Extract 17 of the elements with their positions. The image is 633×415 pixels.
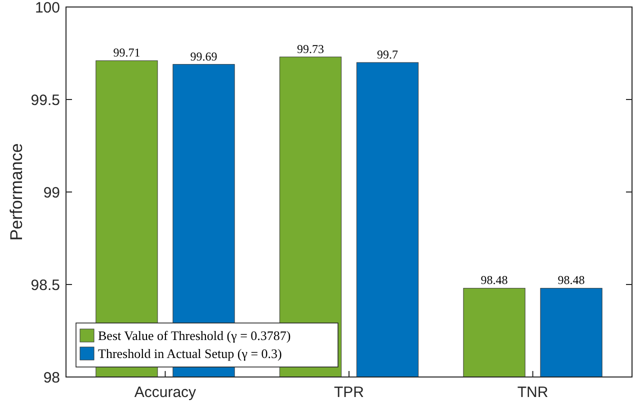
legend-label: Threshold in Actual Setup (γ = 0.3) xyxy=(98,346,282,361)
y-axis-title: Performance xyxy=(7,143,26,241)
y-tick-label: 100 xyxy=(34,0,60,16)
data-label: 98.48 xyxy=(558,273,585,288)
data-label: 99.71 xyxy=(113,46,140,60)
y-tick-label: 98 xyxy=(43,369,60,386)
legend-label: Best Value of Threshold (γ = 0.3787) xyxy=(98,328,291,343)
y-tick-label: 98.5 xyxy=(30,276,60,294)
y-tick-label: 99.5 xyxy=(30,92,60,109)
data-label: 99.7 xyxy=(377,48,398,62)
x-tick-label: TPR xyxy=(334,384,364,401)
data-label: 99.73 xyxy=(296,42,324,56)
data-label: 99.69 xyxy=(190,49,218,64)
x-tick-label: Accuracy xyxy=(134,384,197,401)
data-label: 98.48 xyxy=(480,273,508,288)
y-tick-label: 99 xyxy=(43,184,60,202)
x-tick-label: TNR xyxy=(517,384,548,401)
